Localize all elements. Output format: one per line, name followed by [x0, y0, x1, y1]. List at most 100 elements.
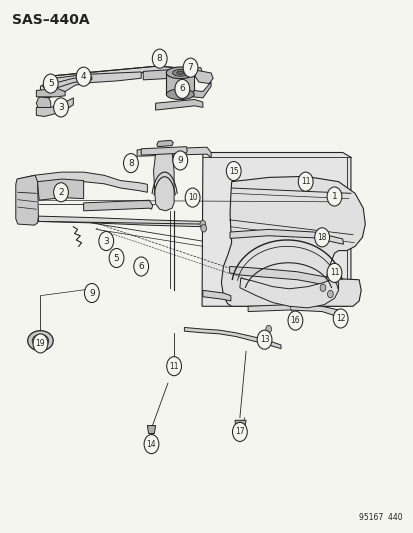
Polygon shape — [36, 88, 65, 97]
Text: 11: 11 — [300, 177, 310, 186]
Polygon shape — [147, 425, 155, 433]
Polygon shape — [38, 216, 203, 227]
Text: 10: 10 — [188, 193, 197, 202]
Polygon shape — [153, 152, 174, 211]
Circle shape — [256, 330, 271, 349]
Polygon shape — [55, 66, 194, 79]
Circle shape — [123, 154, 138, 173]
Text: 18: 18 — [317, 233, 326, 242]
Circle shape — [298, 172, 312, 191]
Circle shape — [84, 284, 99, 303]
Circle shape — [170, 361, 178, 372]
Circle shape — [33, 334, 48, 353]
Polygon shape — [143, 68, 202, 80]
Polygon shape — [43, 77, 92, 91]
Circle shape — [35, 336, 38, 340]
Circle shape — [200, 224, 206, 232]
Circle shape — [99, 231, 114, 251]
Circle shape — [42, 336, 45, 340]
Polygon shape — [247, 305, 346, 320]
Polygon shape — [166, 73, 194, 94]
Text: 6: 6 — [138, 262, 144, 271]
Polygon shape — [36, 97, 51, 110]
Circle shape — [199, 220, 205, 228]
Circle shape — [326, 187, 341, 206]
Ellipse shape — [172, 69, 188, 76]
Text: 5: 5 — [114, 254, 119, 263]
Circle shape — [294, 318, 299, 326]
Text: 14: 14 — [146, 440, 156, 449]
Text: 3: 3 — [58, 103, 64, 112]
Polygon shape — [18, 172, 147, 192]
Circle shape — [173, 151, 187, 170]
Ellipse shape — [166, 67, 194, 79]
Ellipse shape — [176, 71, 183, 75]
Circle shape — [185, 188, 199, 207]
Text: 16: 16 — [290, 316, 299, 325]
Text: SAS–440A: SAS–440A — [12, 13, 89, 27]
Circle shape — [109, 248, 123, 268]
Text: 4: 4 — [81, 72, 86, 81]
Circle shape — [314, 228, 329, 247]
Ellipse shape — [166, 89, 194, 100]
Circle shape — [265, 325, 271, 333]
Polygon shape — [230, 229, 343, 244]
Polygon shape — [38, 179, 83, 200]
Circle shape — [152, 49, 167, 68]
Circle shape — [54, 183, 68, 202]
Text: 5: 5 — [48, 79, 53, 88]
Circle shape — [287, 311, 302, 330]
Text: 19: 19 — [36, 339, 45, 348]
Circle shape — [332, 309, 347, 328]
Text: 13: 13 — [259, 335, 269, 344]
Polygon shape — [83, 200, 152, 211]
Polygon shape — [36, 98, 73, 116]
Text: 17: 17 — [235, 427, 244, 437]
Text: 3: 3 — [103, 237, 109, 246]
Circle shape — [166, 357, 181, 376]
Text: 9: 9 — [89, 288, 95, 297]
Circle shape — [183, 58, 197, 77]
Polygon shape — [202, 290, 230, 301]
Polygon shape — [202, 152, 350, 306]
Ellipse shape — [28, 330, 53, 351]
Circle shape — [54, 98, 68, 117]
Text: 11: 11 — [169, 362, 178, 370]
Text: 8: 8 — [157, 54, 162, 63]
Polygon shape — [137, 147, 211, 158]
Polygon shape — [192, 82, 211, 98]
Circle shape — [144, 434, 159, 454]
Circle shape — [232, 422, 247, 441]
Polygon shape — [141, 147, 187, 155]
Text: 11: 11 — [329, 268, 338, 277]
Text: 7: 7 — [187, 63, 193, 72]
Polygon shape — [16, 175, 38, 225]
Text: 1: 1 — [331, 192, 337, 201]
Ellipse shape — [32, 334, 49, 347]
Polygon shape — [229, 266, 338, 289]
Polygon shape — [155, 100, 202, 110]
Polygon shape — [235, 420, 245, 432]
Circle shape — [35, 341, 38, 345]
Circle shape — [327, 290, 332, 298]
Circle shape — [42, 341, 45, 345]
Text: 15: 15 — [228, 166, 238, 175]
Circle shape — [326, 263, 341, 282]
Text: 6: 6 — [179, 84, 185, 93]
Polygon shape — [239, 278, 338, 308]
Circle shape — [89, 288, 95, 296]
Circle shape — [58, 188, 64, 195]
Text: 12: 12 — [335, 314, 344, 323]
Text: 95167  440: 95167 440 — [358, 513, 401, 522]
Polygon shape — [184, 327, 280, 349]
Text: 8: 8 — [128, 159, 133, 167]
Circle shape — [76, 67, 91, 86]
Polygon shape — [194, 70, 213, 84]
Circle shape — [43, 74, 58, 93]
Polygon shape — [221, 176, 364, 306]
Circle shape — [138, 263, 144, 270]
Circle shape — [226, 161, 240, 181]
Circle shape — [175, 79, 189, 99]
Circle shape — [319, 284, 325, 292]
Polygon shape — [40, 72, 141, 98]
